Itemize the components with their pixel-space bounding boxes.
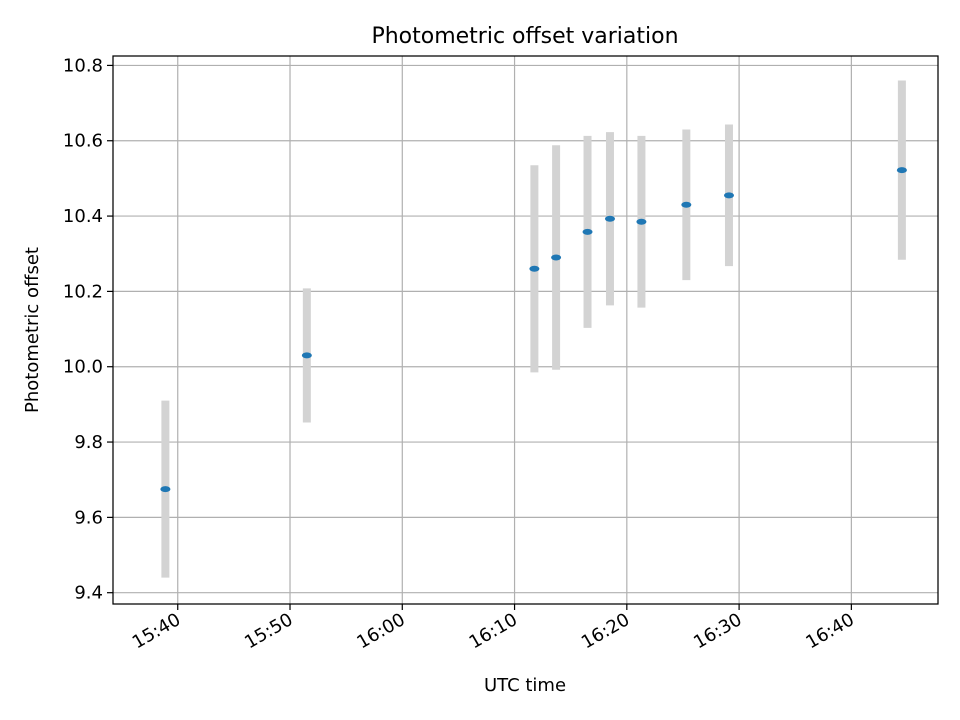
- data-point: [551, 254, 562, 261]
- data-point: [160, 486, 171, 493]
- data-point: [582, 228, 593, 235]
- grid-layer: [113, 56, 938, 604]
- y-tick-label: 10.6: [63, 131, 103, 152]
- y-tick-label: 9.8: [74, 432, 103, 453]
- x-tick-label: 16:10: [466, 609, 521, 653]
- chart-title: Photometric offset variation: [371, 24, 678, 49]
- y-tick-label: 10.0: [63, 357, 103, 378]
- y-tick-label: 10.2: [63, 281, 103, 302]
- data-point: [604, 215, 615, 222]
- y-axis-label: Photometric offset: [22, 247, 43, 413]
- x-tick-label: 15:50: [241, 609, 296, 653]
- y-tick-label: 9.6: [74, 507, 103, 528]
- point-layer: [160, 167, 907, 493]
- x-axis-label: UTC time: [484, 675, 566, 696]
- data-point: [723, 192, 734, 199]
- x-tick-label: 16:30: [690, 609, 745, 653]
- x-tick-label: 16:20: [578, 609, 633, 653]
- x-tick-label: 16:40: [802, 609, 857, 653]
- data-point: [301, 352, 312, 359]
- y-tick-label: 10.8: [63, 55, 103, 76]
- data-point: [681, 201, 692, 208]
- data-point: [529, 265, 540, 272]
- errorbar-layer: [161, 80, 906, 578]
- x-tick-label: 16:00: [353, 609, 408, 653]
- plot-frame: [112, 55, 939, 605]
- y-tick-label: 10.4: [63, 206, 103, 227]
- y-tick-label: 9.4: [74, 583, 103, 604]
- data-point: [636, 218, 647, 225]
- x-tick-label: 15:40: [129, 609, 184, 653]
- data-point: [896, 167, 907, 174]
